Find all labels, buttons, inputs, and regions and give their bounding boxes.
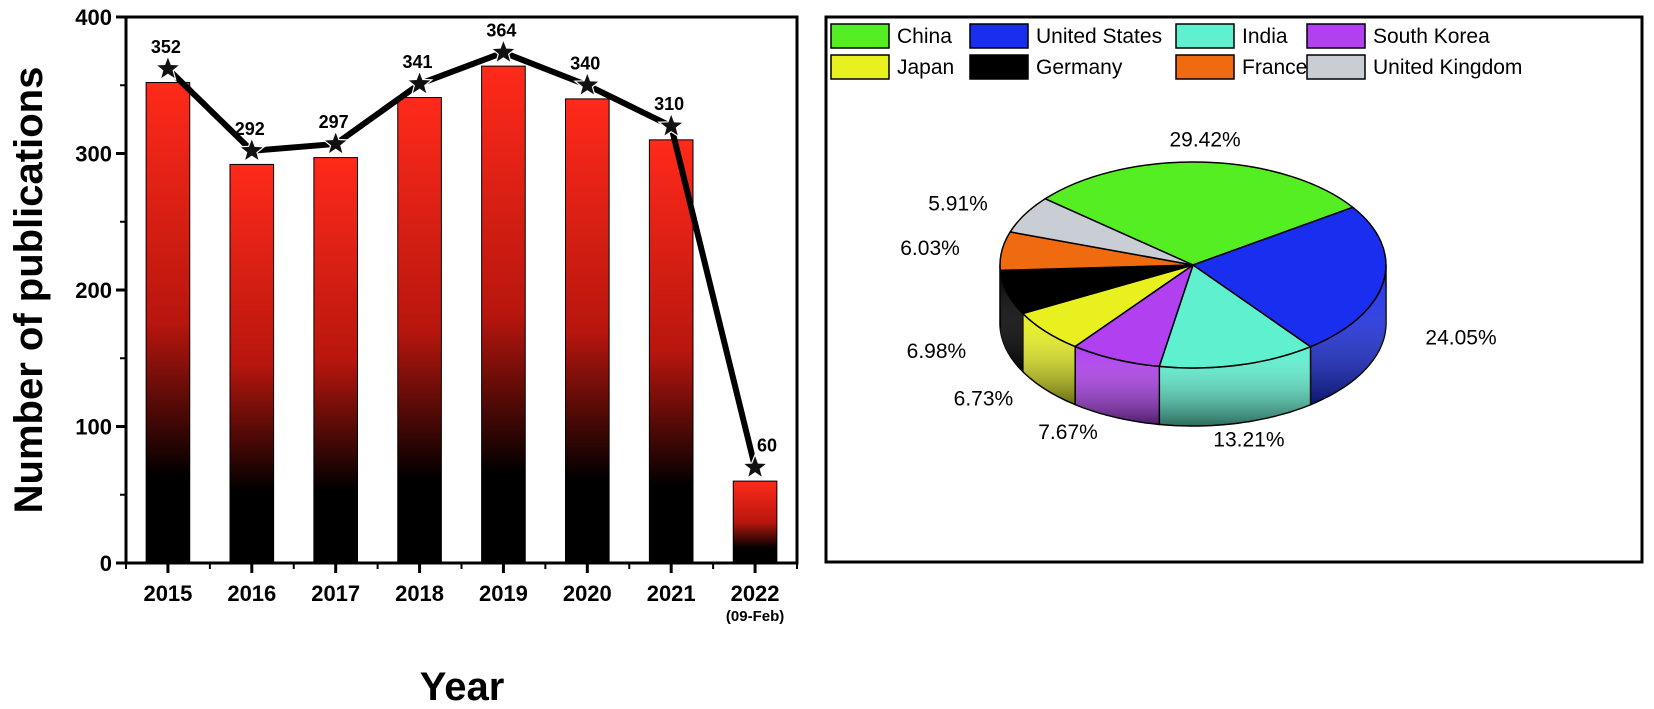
- legend-swatch: [1175, 23, 1235, 49]
- y-tick-label: 300: [75, 142, 112, 167]
- star-marker: [237, 136, 266, 163]
- pie-side-shade: [1000, 270, 1023, 372]
- bar-series: [145, 65, 778, 564]
- pie-slice-india: [1158, 264, 1312, 369]
- star-marker: [489, 37, 518, 65]
- pie-side-shade: [1159, 346, 1311, 426]
- pct-label-india: 13.21%: [1213, 428, 1284, 451]
- legend-label: Germany: [1036, 56, 1123, 79]
- x-tick-label: 2015: [143, 581, 192, 606]
- pie-slice-china: [1044, 161, 1354, 266]
- line-series: 352 292 297 341 364 340 310 60: [151, 20, 777, 480]
- x-tick-label: 2016: [227, 581, 276, 606]
- legend-swatch: [1306, 23, 1366, 49]
- legend-label: France: [1242, 56, 1307, 79]
- pie-chart-panel: China United States India South Korea Japan G…: [824, 15, 1644, 564]
- data-label: 310: [654, 94, 684, 114]
- data-label: 341: [403, 52, 433, 72]
- bar-2020: [565, 98, 610, 564]
- star-marker: [321, 129, 350, 156]
- y-tick-label: 200: [75, 278, 112, 303]
- pie-side-walls: [999, 264, 1387, 427]
- star-marker: [154, 54, 182, 81]
- x-tick-label: 2017: [311, 581, 360, 606]
- star-marker: [405, 69, 434, 96]
- legend-label: China: [897, 25, 952, 48]
- bar-2016: [229, 163, 275, 564]
- bar-2022: [732, 480, 778, 564]
- x-axis-title: Year: [420, 665, 505, 709]
- trend-line: [165, 49, 758, 469]
- legend-swatch: [830, 54, 890, 80]
- y-tick-label: 0: [100, 551, 112, 576]
- star-marker: [657, 111, 686, 139]
- data-label: 297: [319, 112, 349, 132]
- y-tick-label: 400: [75, 5, 112, 30]
- star-marker: [573, 70, 602, 98]
- pie-top-faces: [999, 161, 1387, 369]
- data-label: 352: [151, 37, 181, 57]
- legend-swatch: [830, 23, 890, 49]
- pie-legend: China United States India South Korea Japan G…: [830, 23, 1522, 80]
- data-label: 292: [235, 119, 265, 139]
- pct-label-united-states: 24.05%: [1425, 326, 1496, 349]
- x-tick-label: 2021: [647, 581, 696, 606]
- y-tick-label: 100: [75, 415, 112, 440]
- bar-2021: [648, 139, 694, 564]
- bar-chart-panel: 352 292 297 341 364 340 310 60 0 100 200 300 400 20…: [7, 5, 799, 709]
- x-axis: 2015 2016 2017 2018 2019 2020 2021 2022 (09-Feb): [125, 563, 798, 625]
- data-label: 340: [570, 53, 600, 73]
- legend-label: United Kingdom: [1373, 56, 1522, 79]
- pie-plot-frame: [824, 15, 1644, 564]
- pie-3d: [999, 161, 1387, 427]
- legend-label: India: [1242, 25, 1288, 48]
- legend-label: South Korea: [1373, 25, 1490, 48]
- star-marker: [741, 452, 770, 480]
- legend-label: United States: [1036, 25, 1162, 48]
- bar-2015: [145, 82, 191, 564]
- legend-label: Japan: [897, 56, 954, 79]
- pie-side-shade: [1310, 265, 1386, 405]
- pie-side-shade: [1075, 346, 1160, 425]
- pct-label-japan: 6.73%: [954, 387, 1014, 410]
- pie-percentage-labels: 29.42% 24.05% 13.21% 7.67% 6.73% 6.98% 6.03% 5.…: [900, 129, 1496, 452]
- pct-label-south-korea: 7.67%: [1038, 421, 1098, 444]
- pie-slice-united-kingdom: [1009, 198, 1194, 266]
- x-tick-label: 2019: [479, 581, 528, 606]
- y-axis-title: Number of publications: [7, 67, 51, 514]
- legend-swatch: [1175, 54, 1235, 80]
- legend-swatch: [969, 54, 1029, 80]
- x-tick-label: 2020: [563, 581, 612, 606]
- pie-slice-south-korea: [1074, 264, 1194, 368]
- bar-2017: [313, 157, 358, 564]
- pct-label-france: 6.03%: [900, 237, 960, 260]
- pct-label-germany: 6.98%: [907, 340, 967, 363]
- pct-label-china: 29.42%: [1169, 129, 1240, 152]
- pie-side-shade: [1022, 313, 1076, 405]
- pct-label-united-kingdom: 5.91%: [928, 192, 988, 215]
- x-tick-sublabel: (09-Feb): [726, 608, 784, 625]
- data-label: 364: [486, 20, 516, 40]
- bar-plot-frame: [124, 15, 799, 565]
- legend-swatch: [969, 23, 1029, 49]
- legend-swatch: [1306, 54, 1366, 80]
- pie-slice-united-states: [1192, 206, 1387, 348]
- bar-2018: [397, 97, 442, 564]
- y-axis: 0 100 200 300 400: [75, 5, 126, 576]
- data-label: 60: [757, 435, 777, 455]
- x-tick-label: 2018: [395, 581, 444, 606]
- bar-2019: [481, 65, 526, 564]
- x-tick-label: 2022: [731, 581, 780, 606]
